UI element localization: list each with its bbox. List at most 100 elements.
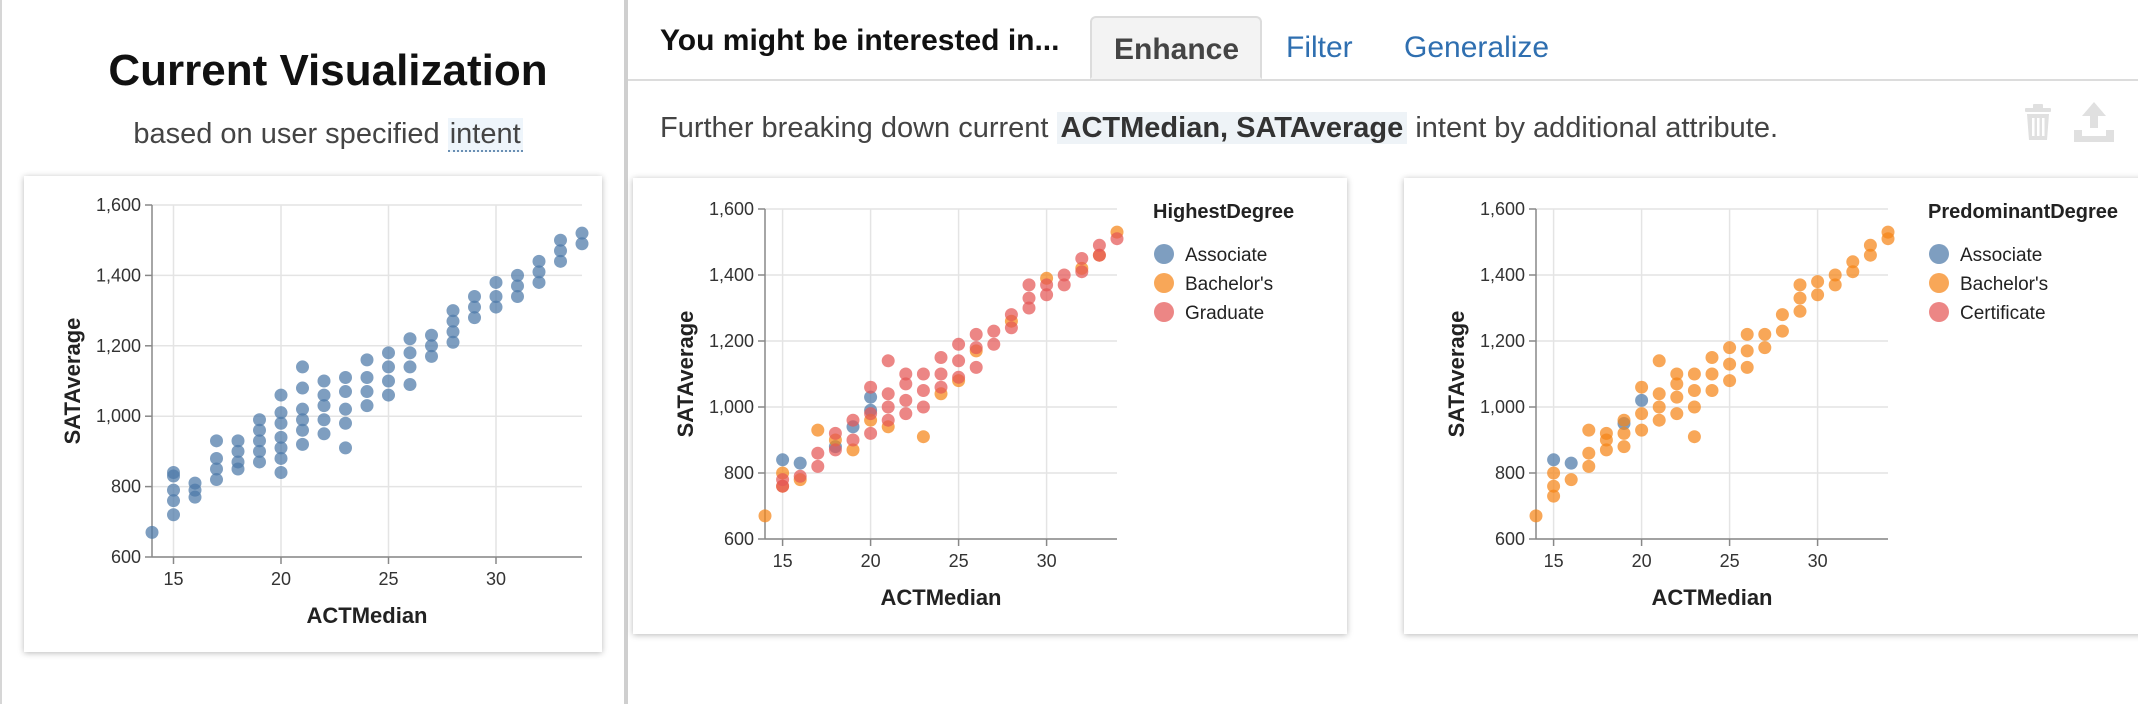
tab-filter[interactable]: Filter (1286, 31, 1353, 64)
data-point (864, 426, 878, 440)
data-point (1652, 354, 1666, 368)
trash-icon[interactable] (2016, 100, 2060, 144)
subtitle-prefix: based on user specified (133, 118, 440, 150)
data-point (317, 388, 331, 402)
x-tick-label: 20 (861, 551, 881, 571)
data-point (532, 254, 546, 268)
data-point (969, 341, 983, 355)
x-tick-label: 20 (1632, 551, 1652, 571)
data-point (916, 367, 930, 381)
data-point (1670, 377, 1684, 391)
data-point (296, 381, 309, 395)
y-tick-label: 1,200 (1480, 331, 1525, 351)
data-point (899, 367, 913, 381)
panel-divider[interactable] (624, 0, 628, 704)
data-point (1811, 288, 1825, 302)
data-point (1740, 360, 1754, 374)
data-point (167, 483, 180, 497)
data-point (1793, 304, 1807, 318)
legend-swatch (1929, 244, 1949, 264)
y-tick-label: 800 (111, 477, 141, 497)
y-axis-label: SATAverage (1444, 311, 1469, 438)
data-point (231, 444, 245, 458)
data-point (274, 466, 288, 480)
legend-swatch (1929, 302, 1949, 322)
data-point (1022, 301, 1036, 315)
tab-enhance[interactable]: Enhance (1090, 16, 1262, 79)
data-point (1687, 400, 1701, 414)
y-tick-label: 800 (724, 463, 754, 483)
data-point (489, 300, 503, 314)
x-tick-label: 30 (486, 569, 506, 589)
data-point (899, 377, 913, 391)
data-point (554, 244, 567, 258)
data-point (210, 451, 223, 465)
data-point (1547, 489, 1561, 503)
data-point (339, 385, 352, 399)
data-point (296, 402, 309, 416)
data-point (231, 434, 245, 448)
data-point (382, 346, 395, 360)
data-point (274, 388, 288, 402)
data-point (253, 455, 266, 469)
data-point (425, 349, 438, 363)
data-point (1723, 357, 1737, 371)
data-point (360, 385, 374, 399)
data-point (253, 434, 266, 448)
data-point (828, 426, 842, 440)
data-point (167, 494, 180, 508)
data-point (253, 444, 266, 458)
data-point (1040, 278, 1054, 292)
tab-generalize[interactable]: Generalize (1404, 31, 1550, 64)
data-point (317, 374, 331, 388)
data-point (274, 441, 288, 455)
data-point (1687, 384, 1701, 397)
data-point (1775, 324, 1789, 338)
x-tick-label: 15 (1544, 551, 1564, 571)
data-point (468, 311, 481, 325)
data-point (776, 453, 790, 467)
data-point (1599, 443, 1613, 457)
intent-link[interactable]: intent (447, 118, 523, 152)
data-point (339, 441, 352, 455)
data-point (1828, 278, 1842, 292)
data-point (489, 290, 503, 304)
data-point (382, 360, 395, 374)
data-point (828, 443, 842, 457)
data-point (188, 476, 202, 490)
data-point (403, 332, 417, 346)
data-point (916, 430, 930, 444)
data-point (1022, 291, 1036, 305)
data-point (1004, 308, 1018, 322)
data-point (1652, 387, 1666, 401)
data-point (1040, 288, 1054, 302)
legend-title: HighestDegree (1153, 201, 1294, 223)
data-point (846, 433, 860, 447)
data-point (425, 328, 438, 342)
y-tick-label: 800 (1495, 463, 1525, 483)
legend-title: PredominantDegree (1928, 201, 2118, 223)
data-point (1881, 225, 1895, 239)
data-point (554, 254, 567, 268)
enhance-chart-card-highestdegree[interactable]: 600 800 1,000 1,200 1,400 1,600 15 20 25 30 ACTMed… (633, 178, 1347, 634)
data-point (952, 370, 966, 384)
current-chart-card[interactable]: 600 800 1,000 1,200 1,400 1,600 15 20 25 30 ACTMed… (24, 176, 602, 652)
data-point (1075, 265, 1089, 279)
x-tick-label: 25 (949, 551, 969, 571)
x-axis-label: ACTMedian (881, 585, 1002, 610)
data-point (1075, 252, 1089, 265)
data-point (274, 430, 288, 444)
legend-label: Associate (1185, 245, 1267, 266)
legend-swatch (1154, 273, 1174, 293)
data-point (446, 314, 460, 328)
enhance-chart-card-predominantdegree[interactable]: 600 800 1,000 1,200 1,400 1,600 15 20 25 30 ACTMed… (1404, 178, 2138, 634)
data-point (916, 400, 930, 414)
data-point (811, 459, 825, 473)
data-point (1599, 426, 1613, 440)
data-point (1635, 380, 1649, 394)
legend-label: Graduate (1185, 303, 1264, 324)
legend-swatch (1154, 302, 1174, 322)
data-point (1635, 423, 1649, 437)
data-point (969, 360, 983, 374)
export-icon[interactable] (2070, 100, 2114, 144)
